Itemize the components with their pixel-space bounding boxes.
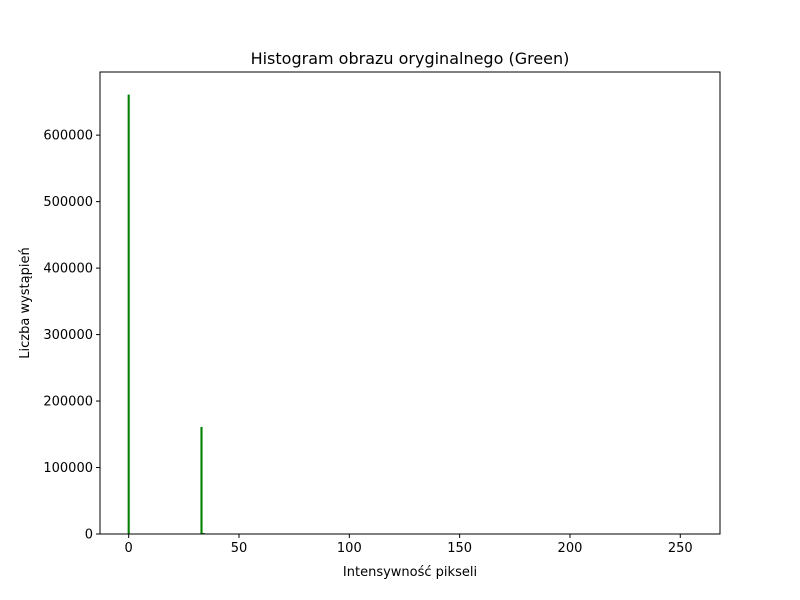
- x-tick-label: 0: [125, 541, 133, 556]
- y-axis-label: Liczba wystąpień: [18, 247, 33, 358]
- bars-group: [127, 94, 205, 534]
- y-tick-label: 100000: [43, 461, 93, 476]
- histogram-bar-1: [200, 426, 203, 534]
- y-tick-label: 600000: [43, 129, 93, 144]
- y-axis-ticks: 0 100000 200000 300000 400000 500000 600000: [43, 129, 100, 543]
- y-tick-label: 0: [85, 528, 93, 543]
- x-axis-label: Intensywność pikseli: [343, 565, 477, 580]
- x-tick-label: 150: [447, 541, 472, 556]
- x-tick-label: 50: [231, 541, 248, 556]
- x-tick-label: 250: [668, 541, 693, 556]
- histogram-bar-0: [127, 94, 130, 534]
- y-tick-label: 300000: [43, 328, 93, 343]
- x-axis-ticks: 0 50 100 150 200 250: [125, 534, 693, 556]
- y-tick-label: 400000: [43, 262, 93, 277]
- plot-frame: [99, 71, 721, 535]
- y-tick-label: 200000: [43, 395, 93, 410]
- x-tick-label: 200: [558, 541, 583, 556]
- y-tick-label: 500000: [43, 195, 93, 210]
- x-tick-label: 100: [337, 541, 362, 556]
- chart-title: Histogram obrazu oryginalnego (Green): [251, 49, 570, 68]
